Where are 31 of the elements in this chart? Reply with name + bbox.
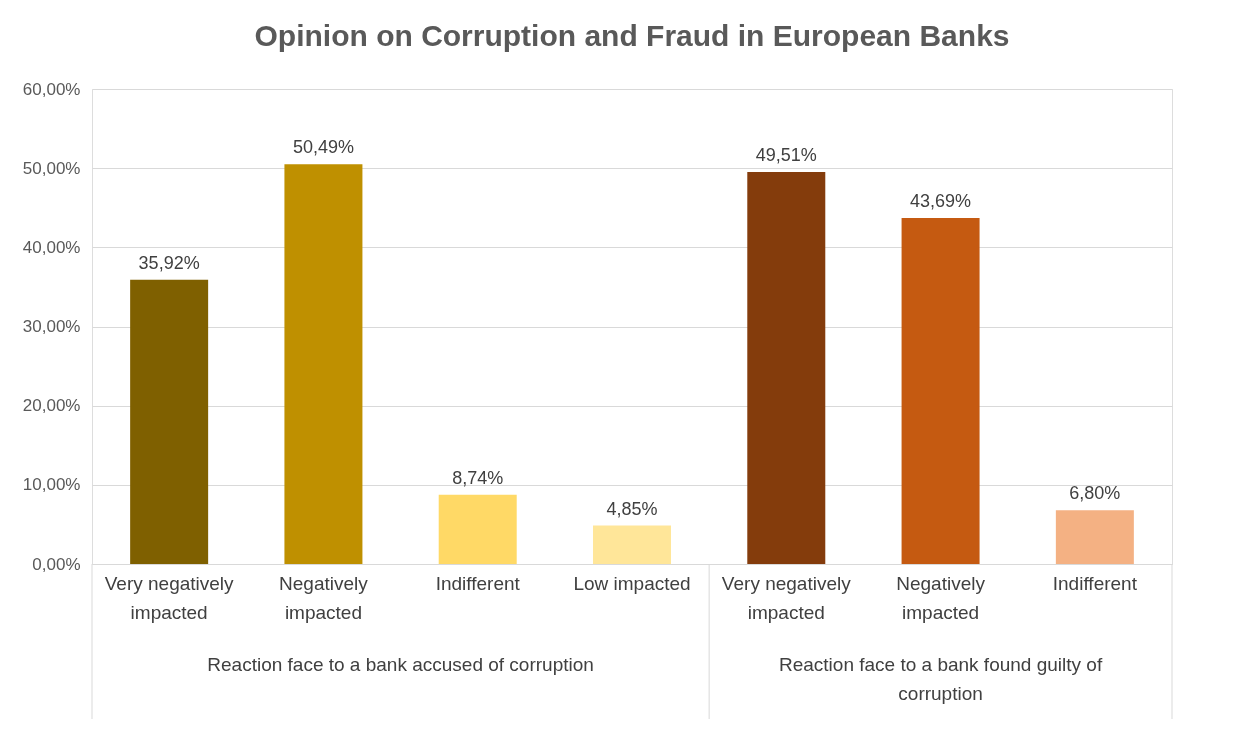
y-tick-label: 10,00% (22, 475, 81, 495)
bar (747, 172, 826, 564)
x-tick-label: Very negatively impacted (104, 572, 235, 623)
data-label: 35,92% (138, 252, 200, 273)
text: Reaction face to a bank found guilty of corruption (778, 654, 1103, 704)
bar (284, 164, 363, 564)
data-label: 8,74% (452, 467, 504, 488)
text: Reaction face to a bank accused of corruption (207, 654, 594, 675)
x-tick-label: Indifferent (1052, 572, 1138, 594)
x-tick-label: Negatively impacted (279, 572, 369, 623)
x-tick-label: Negatively impacted (896, 572, 986, 623)
bar (593, 525, 671, 564)
x-tick-label: Very negatively impacted (721, 572, 852, 623)
data-label: 6,80% (1069, 483, 1121, 504)
y-tick-label: 40,00% (22, 237, 81, 257)
chart-title: Opinion on Corruption and Fraud in European Banks (254, 19, 1010, 52)
data-label: 43,69% (910, 191, 972, 212)
bar (1055, 510, 1134, 564)
y-tick-label: 60,00% (22, 79, 81, 99)
y-tick-label: 20,00% (22, 396, 81, 416)
y-tick-label: 30,00% (22, 317, 81, 336)
bar (438, 494, 517, 564)
y-tick-label: 0,00% (32, 554, 81, 574)
bar (901, 218, 980, 564)
data-label: 50,49% (292, 137, 354, 158)
x-tick-label: Low impacted (573, 572, 691, 594)
data-label: 49,51% (755, 145, 817, 166)
bar (130, 279, 209, 564)
data-label: 4,85% (606, 498, 658, 519)
x-tick-label: Indifferent (435, 572, 521, 594)
y-tick-label: 50,00% (22, 158, 81, 178)
